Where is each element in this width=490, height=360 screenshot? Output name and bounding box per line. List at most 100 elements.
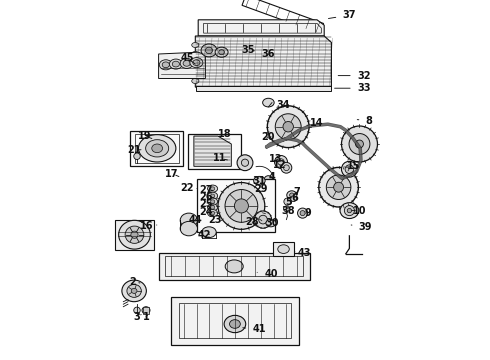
- Ellipse shape: [142, 307, 150, 314]
- Ellipse shape: [356, 140, 364, 148]
- Bar: [130, 131, 183, 166]
- Text: 41: 41: [243, 324, 266, 334]
- Ellipse shape: [210, 200, 215, 203]
- Ellipse shape: [242, 159, 248, 166]
- Ellipse shape: [192, 78, 199, 84]
- Bar: [188, 134, 242, 169]
- Text: 37: 37: [328, 10, 356, 20]
- Text: 20: 20: [261, 132, 274, 142]
- Ellipse shape: [210, 206, 215, 209]
- Text: 1: 1: [143, 312, 149, 322]
- Text: 3: 3: [134, 312, 141, 322]
- Text: 43: 43: [294, 248, 311, 258]
- Ellipse shape: [208, 185, 218, 192]
- Ellipse shape: [225, 189, 258, 222]
- Ellipse shape: [290, 193, 294, 197]
- Ellipse shape: [192, 51, 199, 57]
- Text: 23: 23: [209, 215, 222, 225]
- Ellipse shape: [263, 98, 274, 107]
- Ellipse shape: [208, 210, 218, 217]
- Ellipse shape: [342, 161, 357, 177]
- Text: 36: 36: [262, 49, 275, 59]
- Ellipse shape: [139, 135, 176, 162]
- Ellipse shape: [208, 198, 218, 205]
- Ellipse shape: [131, 288, 137, 293]
- Ellipse shape: [224, 315, 245, 333]
- Text: 7: 7: [294, 187, 300, 197]
- Ellipse shape: [172, 61, 179, 67]
- Ellipse shape: [266, 220, 276, 227]
- Ellipse shape: [264, 176, 273, 184]
- Ellipse shape: [193, 60, 200, 66]
- Ellipse shape: [291, 196, 296, 202]
- Text: 24: 24: [200, 207, 216, 217]
- Ellipse shape: [183, 60, 190, 66]
- Text: 19: 19: [138, 131, 152, 141]
- Text: 39: 39: [351, 222, 372, 232]
- Ellipse shape: [201, 44, 217, 57]
- Text: 33: 33: [335, 83, 370, 93]
- Ellipse shape: [278, 245, 289, 253]
- Text: 42: 42: [198, 230, 211, 240]
- Ellipse shape: [152, 144, 163, 153]
- Ellipse shape: [334, 182, 343, 192]
- Polygon shape: [144, 307, 148, 314]
- Ellipse shape: [210, 187, 215, 190]
- Ellipse shape: [340, 203, 359, 219]
- Text: 10: 10: [352, 206, 366, 216]
- Ellipse shape: [284, 198, 291, 205]
- Text: 14: 14: [307, 118, 324, 128]
- Ellipse shape: [159, 60, 172, 70]
- Text: 15: 15: [346, 161, 361, 171]
- Ellipse shape: [281, 162, 292, 173]
- Ellipse shape: [170, 59, 182, 69]
- Text: 26: 26: [200, 192, 214, 202]
- Ellipse shape: [180, 221, 197, 236]
- Text: 22: 22: [181, 183, 197, 193]
- Polygon shape: [194, 136, 231, 166]
- Ellipse shape: [254, 176, 265, 185]
- Text: 18: 18: [219, 129, 232, 139]
- Ellipse shape: [275, 114, 301, 140]
- Polygon shape: [198, 20, 324, 36]
- Ellipse shape: [119, 220, 150, 249]
- Text: 17: 17: [165, 168, 179, 179]
- Text: 6: 6: [291, 193, 298, 203]
- Ellipse shape: [146, 140, 169, 157]
- Text: 31: 31: [252, 176, 266, 186]
- Ellipse shape: [297, 208, 308, 218]
- Ellipse shape: [268, 106, 309, 148]
- Ellipse shape: [319, 167, 358, 207]
- Text: 28: 28: [245, 217, 259, 227]
- Text: 16: 16: [140, 221, 157, 231]
- Ellipse shape: [215, 47, 228, 57]
- Text: 4: 4: [269, 172, 276, 182]
- Ellipse shape: [347, 208, 351, 213]
- Ellipse shape: [278, 159, 284, 165]
- Text: 11: 11: [213, 153, 227, 163]
- Ellipse shape: [205, 47, 213, 54]
- Ellipse shape: [162, 62, 170, 68]
- Ellipse shape: [192, 60, 199, 66]
- Ellipse shape: [218, 183, 265, 229]
- Ellipse shape: [180, 213, 197, 228]
- Ellipse shape: [300, 211, 305, 216]
- Ellipse shape: [190, 58, 203, 68]
- Ellipse shape: [234, 199, 248, 213]
- Ellipse shape: [284, 165, 289, 171]
- Text: 34: 34: [276, 100, 290, 110]
- Ellipse shape: [287, 191, 297, 199]
- Ellipse shape: [342, 126, 377, 162]
- Text: 40: 40: [257, 269, 278, 279]
- Ellipse shape: [254, 211, 271, 228]
- Text: 8: 8: [357, 116, 372, 126]
- Text: 38: 38: [281, 206, 295, 216]
- Ellipse shape: [349, 134, 370, 154]
- Text: 44: 44: [189, 215, 202, 225]
- Ellipse shape: [131, 231, 138, 238]
- Ellipse shape: [192, 42, 199, 48]
- Bar: [273, 242, 294, 256]
- Polygon shape: [159, 253, 310, 280]
- Ellipse shape: [274, 156, 288, 168]
- Ellipse shape: [259, 215, 268, 224]
